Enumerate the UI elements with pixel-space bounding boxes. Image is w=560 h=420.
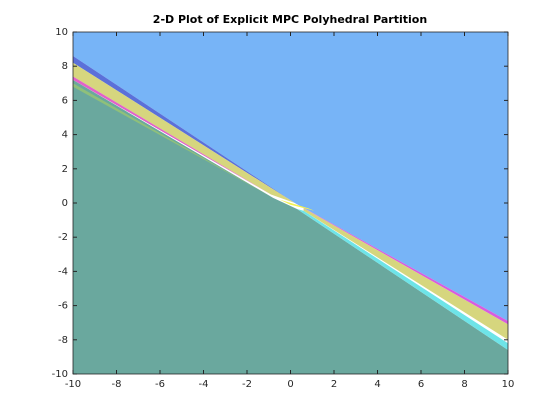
region: [73, 32, 508, 321]
region: [73, 76, 271, 195]
y-tick-label: 6: [62, 95, 68, 106]
y-tick-label: -10: [52, 369, 68, 380]
region: [294, 203, 508, 325]
chart-title: 2-D Plot of Explicit MPC Polyhedral Part…: [153, 13, 427, 26]
region: [73, 55, 295, 203]
region: [73, 83, 274, 198]
x-tick-label: 6: [418, 379, 424, 390]
region: [279, 199, 315, 211]
x-tick-label: -10: [65, 379, 81, 390]
region: [303, 208, 508, 340]
x-tick-label: -4: [199, 379, 209, 390]
x-tick-label: 10: [502, 379, 515, 390]
y-tick-label: 10: [55, 27, 68, 38]
x-tick-label: -6: [155, 379, 165, 390]
y-tick-label: -4: [58, 266, 68, 277]
x-tick-label: -2: [242, 379, 252, 390]
x-tick-label: -8: [112, 379, 122, 390]
y-tick-label: 4: [62, 130, 68, 141]
x-tick-label: 0: [287, 379, 293, 390]
y-tick-label: -2: [58, 232, 68, 243]
y-tick-label: -6: [58, 301, 68, 312]
x-tick-label: 8: [461, 379, 467, 390]
region: [73, 62, 295, 203]
region: [73, 79, 508, 374]
x-tick-label: 4: [374, 379, 380, 390]
region: [297, 208, 508, 351]
y-tick-label: -8: [58, 335, 68, 346]
y-tick-label: 2: [62, 164, 68, 175]
y-tick-label: 0: [62, 198, 68, 209]
y-tick-label: 8: [62, 61, 68, 72]
x-tick-label: 2: [331, 379, 337, 390]
